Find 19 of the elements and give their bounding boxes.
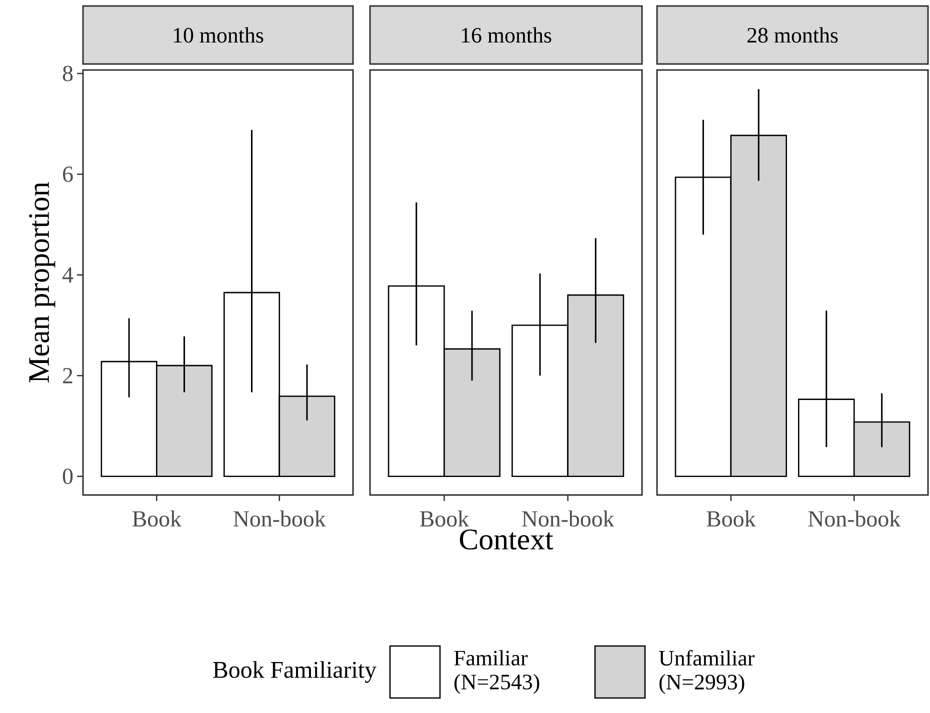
x-tick-label: Book: [420, 510, 470, 527]
x-axis-title: Context: [460, 529, 554, 550]
x-tick-label: Non-book: [808, 510, 901, 527]
legend-title: Book Familiarity: [213, 661, 376, 683]
y-tick-label: 8: [62, 66, 73, 82]
x-tick-label: Non-book: [234, 510, 326, 527]
chart-title: 16 months: [462, 27, 552, 43]
y-tick-label: 2: [63, 368, 72, 384]
y-tick-label: 4: [62, 267, 74, 282]
y-axis-title: Mean proportion: [29, 182, 56, 382]
x-tick-label: Non-book: [522, 510, 614, 527]
y-tick-label: 6: [63, 166, 73, 182]
x-tick-label: Book: [706, 510, 756, 527]
chart-title: 10 months: [174, 27, 264, 43]
y-tick-label: 0: [62, 468, 73, 484]
chart-title: 28 months: [748, 27, 838, 43]
x-tick-label: Book: [132, 510, 182, 527]
legend-label: Familiar (N=2543): [454, 650, 540, 694]
legend-label: Unfamiliar (N=2993): [658, 650, 755, 694]
